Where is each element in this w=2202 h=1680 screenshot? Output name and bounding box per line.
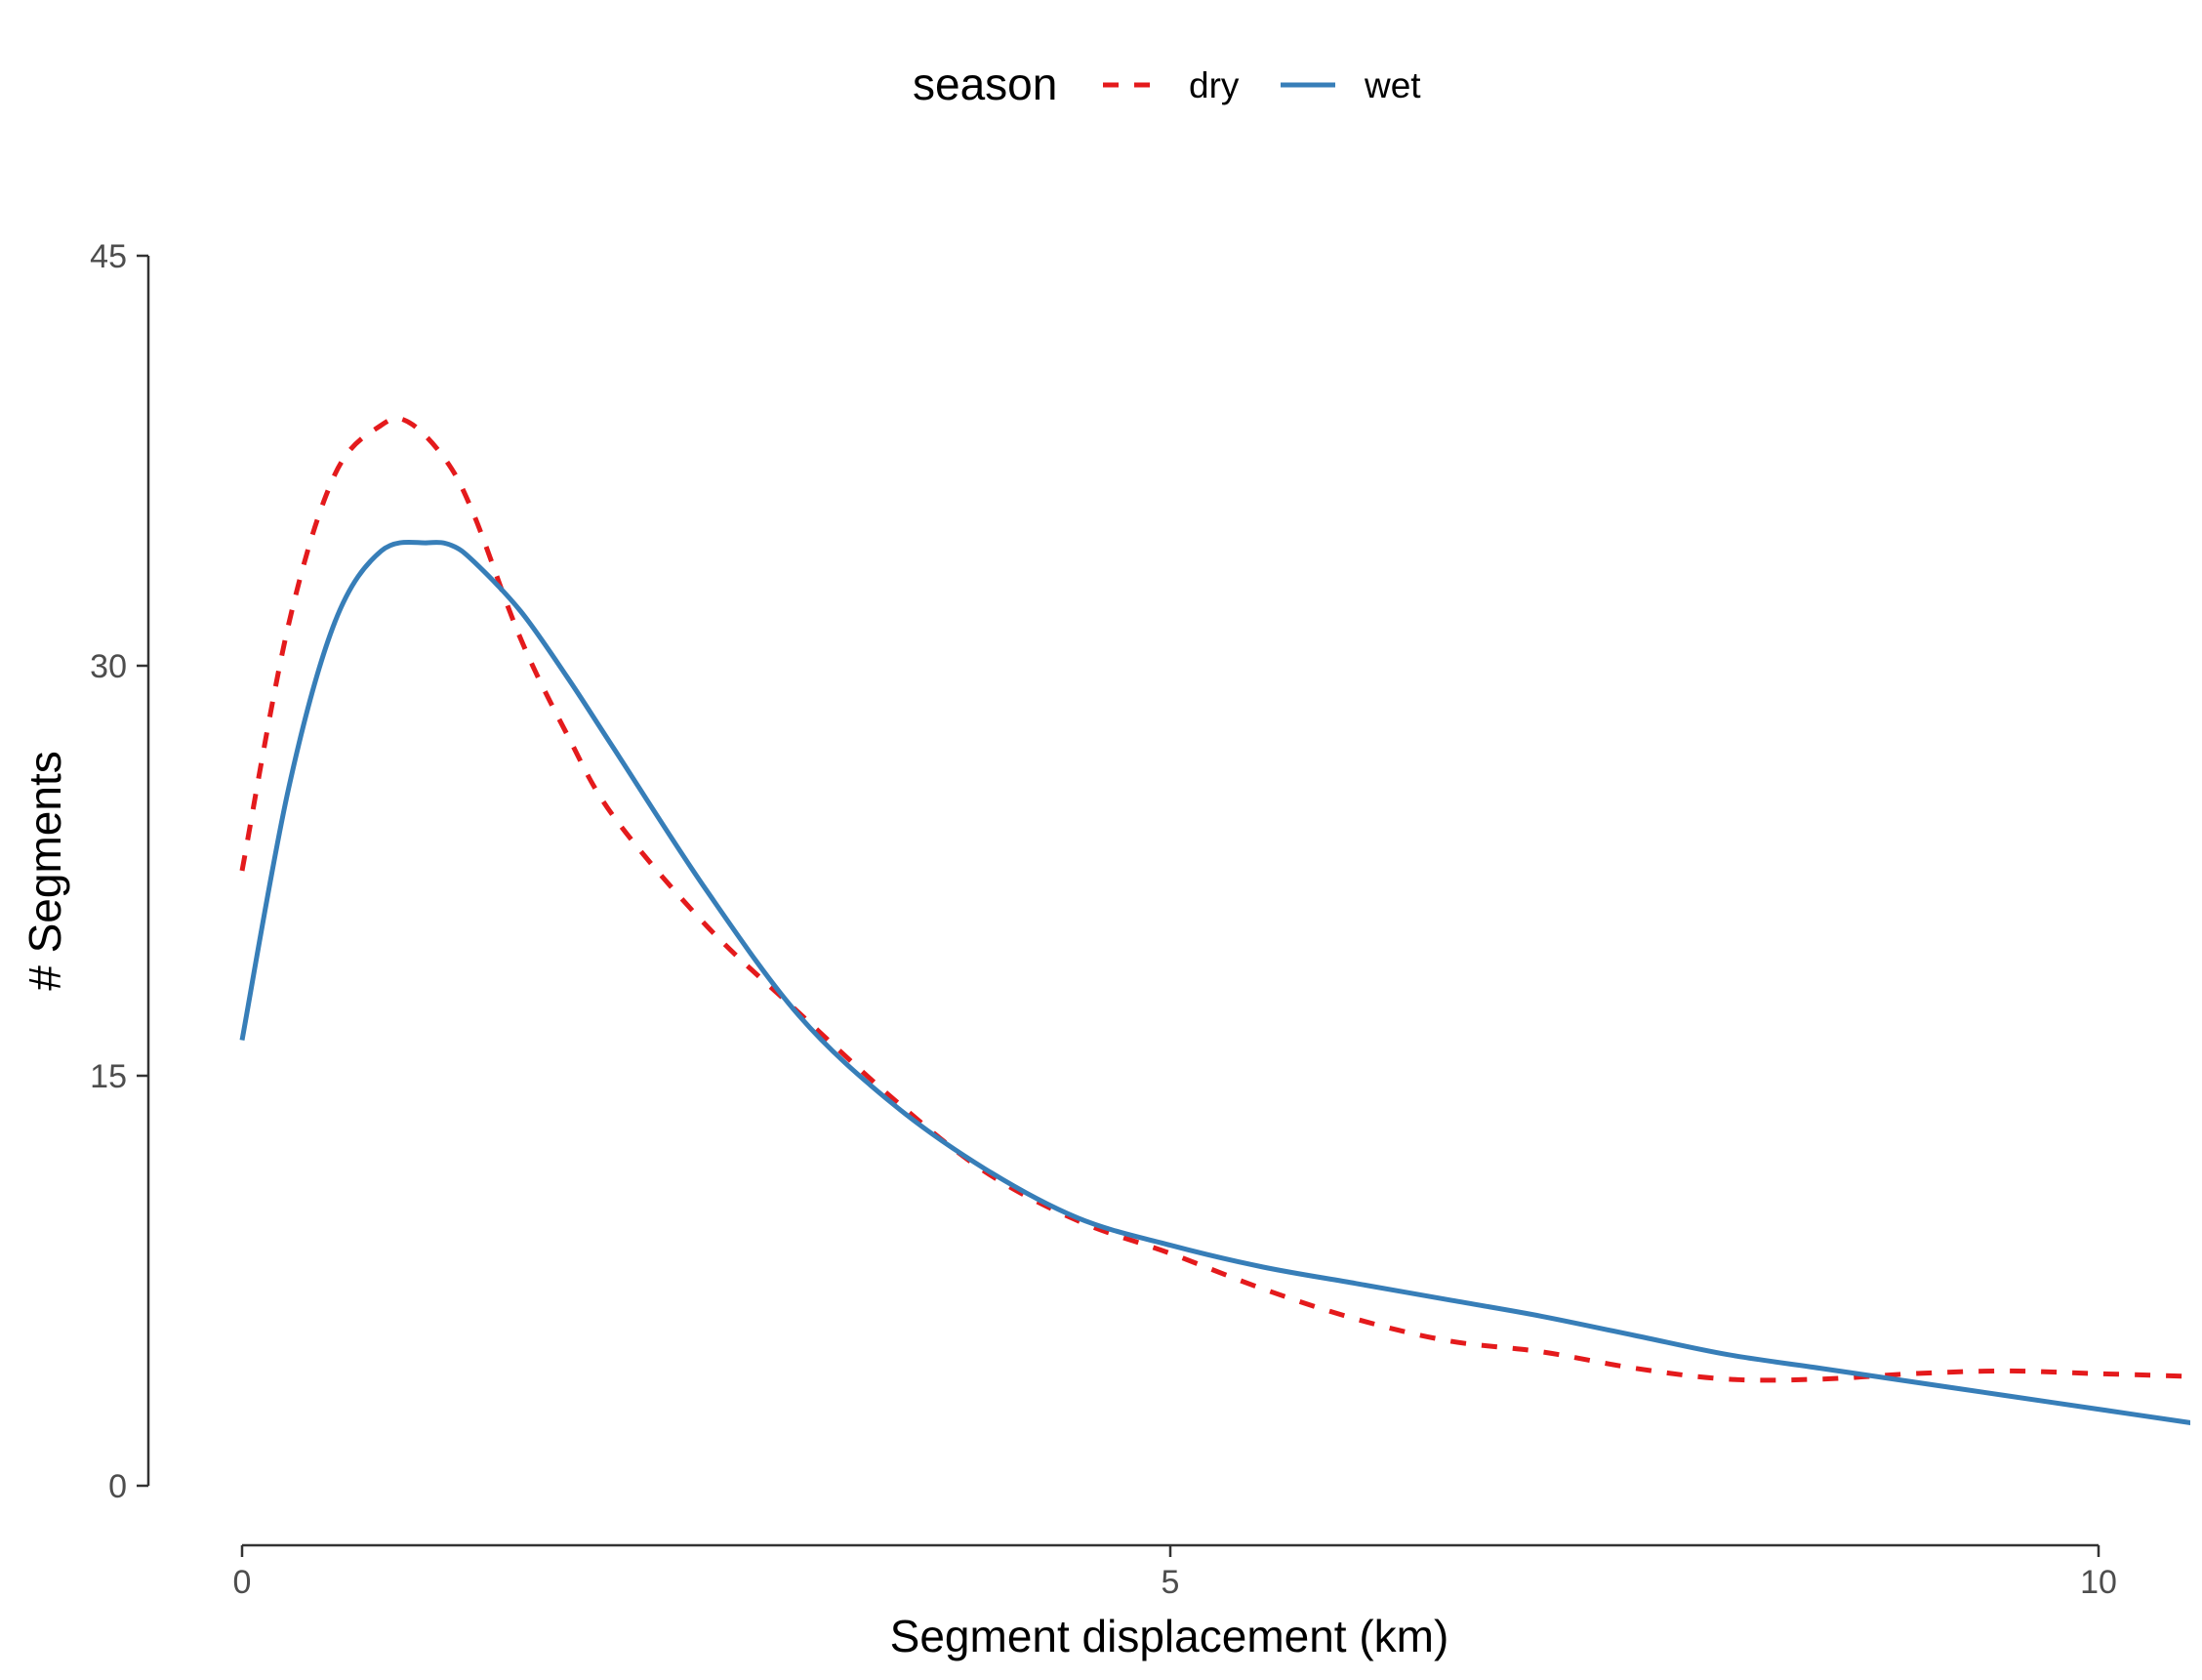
x-tick-label: 0 xyxy=(233,1564,252,1601)
legend-label-wet: wet xyxy=(1364,65,1421,105)
legend-label-dry: dry xyxy=(1189,65,1240,105)
x-axis-title: Segment displacement (km) xyxy=(890,1611,1449,1661)
series-line-wet xyxy=(239,539,2190,1425)
legend-title: season xyxy=(913,59,1057,109)
y-tick-label: 15 xyxy=(90,1058,127,1095)
y-tick-label: 30 xyxy=(90,648,127,685)
y-ticks: 0 15 30 45 xyxy=(90,238,148,1505)
y-tick-label: 45 xyxy=(90,238,127,275)
series-layer xyxy=(239,416,2190,1425)
legend: season dry wet xyxy=(913,59,1421,109)
x-ticks: 0 5 10 xyxy=(233,1545,2117,1601)
plot-area: 0 15 30 45 0 5 10 xyxy=(90,238,2190,1601)
y-axis-title: # Segments xyxy=(20,751,70,990)
y-tick-label: 0 xyxy=(108,1468,127,1505)
series-line-dry xyxy=(239,416,2190,1383)
x-tick-label: 10 xyxy=(2080,1564,2117,1601)
x-tick-label: 5 xyxy=(1162,1564,1180,1601)
